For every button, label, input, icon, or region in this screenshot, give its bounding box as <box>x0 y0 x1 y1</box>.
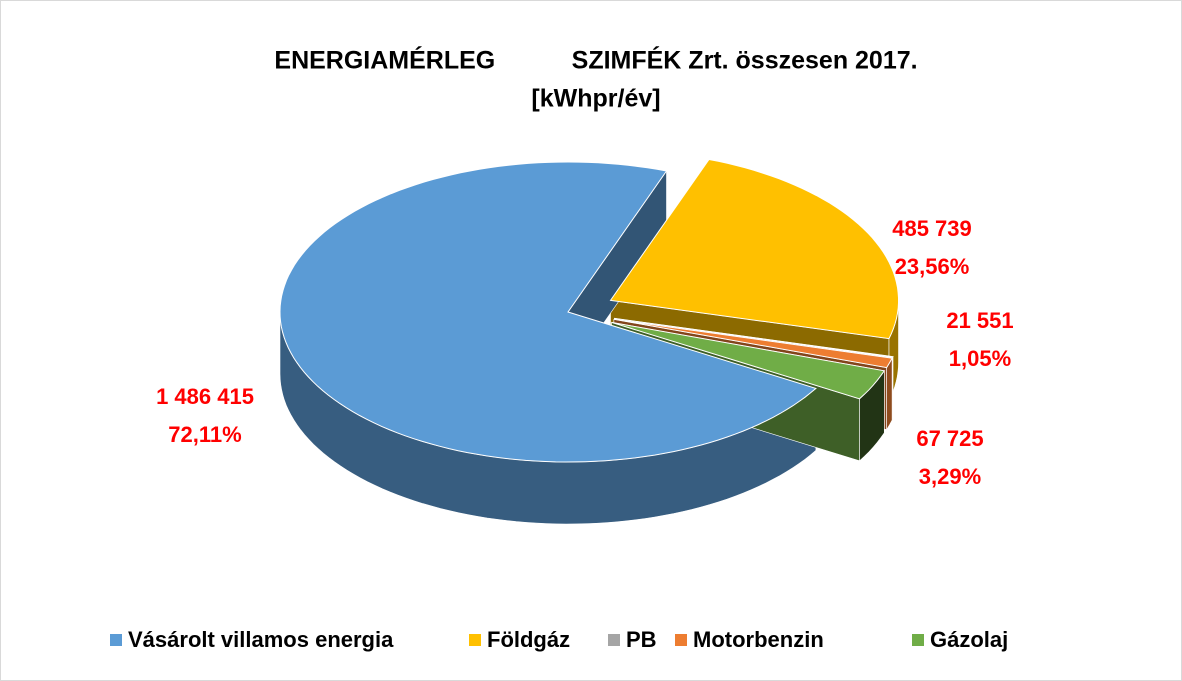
pie-slice <box>279 161 817 463</box>
legend-label: Földgáz <box>487 627 570 652</box>
pie-slice <box>613 318 893 369</box>
pie-slice <box>614 317 894 358</box>
legend-label: Vásárolt villamos energia <box>128 627 394 652</box>
chart-title: ENERGIAMÉRLEG SZIMFÉK Zrt. összesen 2017… <box>274 46 917 75</box>
data-label-percent: 23,56% <box>895 254 970 279</box>
chart-subtitle: [kWhpr/év] <box>531 85 660 113</box>
legend-label: Motorbenzin <box>693 627 824 652</box>
data-label-value: 67 725 <box>916 426 983 451</box>
legend-swatch <box>608 634 620 646</box>
data-label-percent: 3,29% <box>919 464 981 489</box>
legend-label: PB <box>626 627 657 652</box>
legend-swatch <box>912 634 924 646</box>
pie-slice <box>611 321 886 400</box>
slice-wall <box>886 358 893 431</box>
pie-slice <box>609 158 899 340</box>
data-label-percent: 72,11% <box>168 422 241 447</box>
data-label-value: 485 739 <box>892 216 972 241</box>
legend-label: Gázolaj <box>930 627 1008 652</box>
data-label-percent: 1,05% <box>949 346 1011 371</box>
legend-swatch <box>469 634 481 646</box>
legend-swatch <box>110 634 122 646</box>
data-label-value: 1 486 415 <box>156 384 254 409</box>
data-label-value: 21 551 <box>946 308 1013 333</box>
legend-swatch <box>675 634 687 646</box>
